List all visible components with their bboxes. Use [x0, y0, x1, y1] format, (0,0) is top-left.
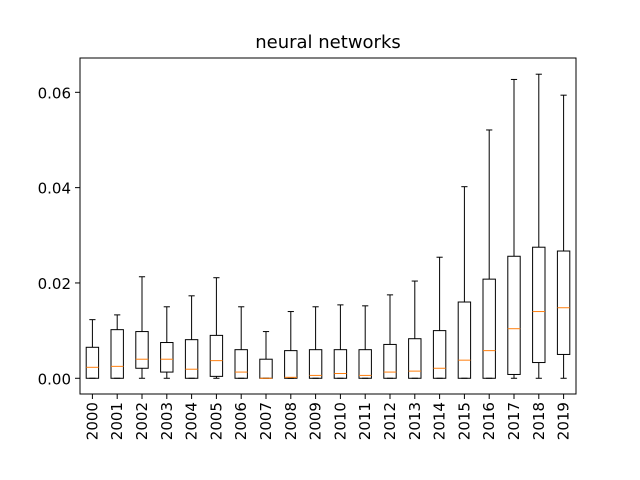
x-tick-label: 2011: [356, 402, 374, 440]
box-2004: [184, 295, 199, 379]
box-2013: [408, 280, 422, 379]
x-tick-label: 2017: [505, 402, 523, 440]
x-tick-label: 2006: [232, 402, 250, 440]
box-body: [110, 329, 124, 379]
box-2019: [556, 94, 571, 379]
box-body: [333, 349, 348, 379]
box-body: [184, 339, 199, 379]
box-2011: [358, 305, 372, 379]
box-2007: [259, 331, 273, 379]
box-2010: [333, 304, 348, 379]
x-tick-label: 2015: [455, 402, 473, 440]
box-2012: [383, 294, 397, 379]
box-2006: [234, 306, 248, 379]
plot-frame: [79, 57, 577, 395]
x-tick-label: 2002: [133, 402, 151, 440]
chart-title: neural networks: [255, 32, 401, 53]
box-2017: [507, 78, 521, 379]
box-body: [358, 349, 372, 379]
box-body: [482, 278, 496, 379]
box-body: [383, 343, 397, 379]
box-2000: [85, 319, 100, 379]
x-tick-label: 2007: [257, 402, 275, 440]
x-tick-label: 2014: [431, 402, 449, 440]
x-tick-label: 2008: [282, 402, 300, 440]
box-2005: [209, 277, 224, 379]
box-body: [234, 349, 248, 379]
box-2009: [308, 306, 323, 379]
x-tick-label: 2009: [307, 402, 325, 440]
box-2014: [432, 256, 447, 379]
box-2018: [532, 73, 546, 379]
x-tick-label: 2016: [480, 402, 498, 440]
box-body: [259, 358, 273, 379]
box-2008: [284, 311, 298, 379]
x-tick-label: 2003: [158, 402, 176, 440]
box-2015: [457, 186, 472, 379]
box-body: [160, 342, 174, 373]
box-2016: [482, 129, 496, 379]
box-body: [432, 330, 447, 379]
x-tick-label: 2004: [183, 402, 201, 440]
box-2002: [135, 276, 149, 379]
box-body: [284, 350, 298, 379]
box-body: [308, 349, 323, 379]
x-tick-label: 2019: [555, 402, 573, 440]
y-axis: 0.00 0.02 0.04 0.06: [38, 84, 80, 388]
plot-marks: [85, 73, 571, 379]
x-tick-label: 2005: [207, 402, 225, 440]
x-tick-label: 2000: [83, 402, 101, 440]
y-tick-label: 0.04: [38, 180, 71, 198]
y-tick-label: 0.02: [38, 275, 71, 293]
box-body: [209, 334, 224, 377]
y-tick-label: 0.00: [38, 370, 71, 388]
x-tick-label: 2010: [331, 402, 349, 440]
box-body: [532, 246, 546, 364]
box-2003: [160, 306, 174, 379]
x-tick-label: 2013: [406, 402, 424, 440]
box-body: [507, 255, 521, 375]
x-tick-label: 2018: [530, 402, 548, 440]
box-body: [85, 346, 100, 379]
y-tick-label: 0.06: [38, 84, 71, 102]
box-body: [457, 301, 472, 379]
box-2001: [110, 314, 124, 379]
box-body: [135, 331, 149, 369]
x-axis: 2000 2001 2002 2003 2004 2005 2006 2007 2008 2009…: [83, 394, 573, 440]
box-body: [408, 338, 422, 379]
x-tick-label: 2012: [381, 402, 399, 440]
box-body: [556, 250, 571, 355]
x-tick-label: 2001: [108, 402, 126, 440]
